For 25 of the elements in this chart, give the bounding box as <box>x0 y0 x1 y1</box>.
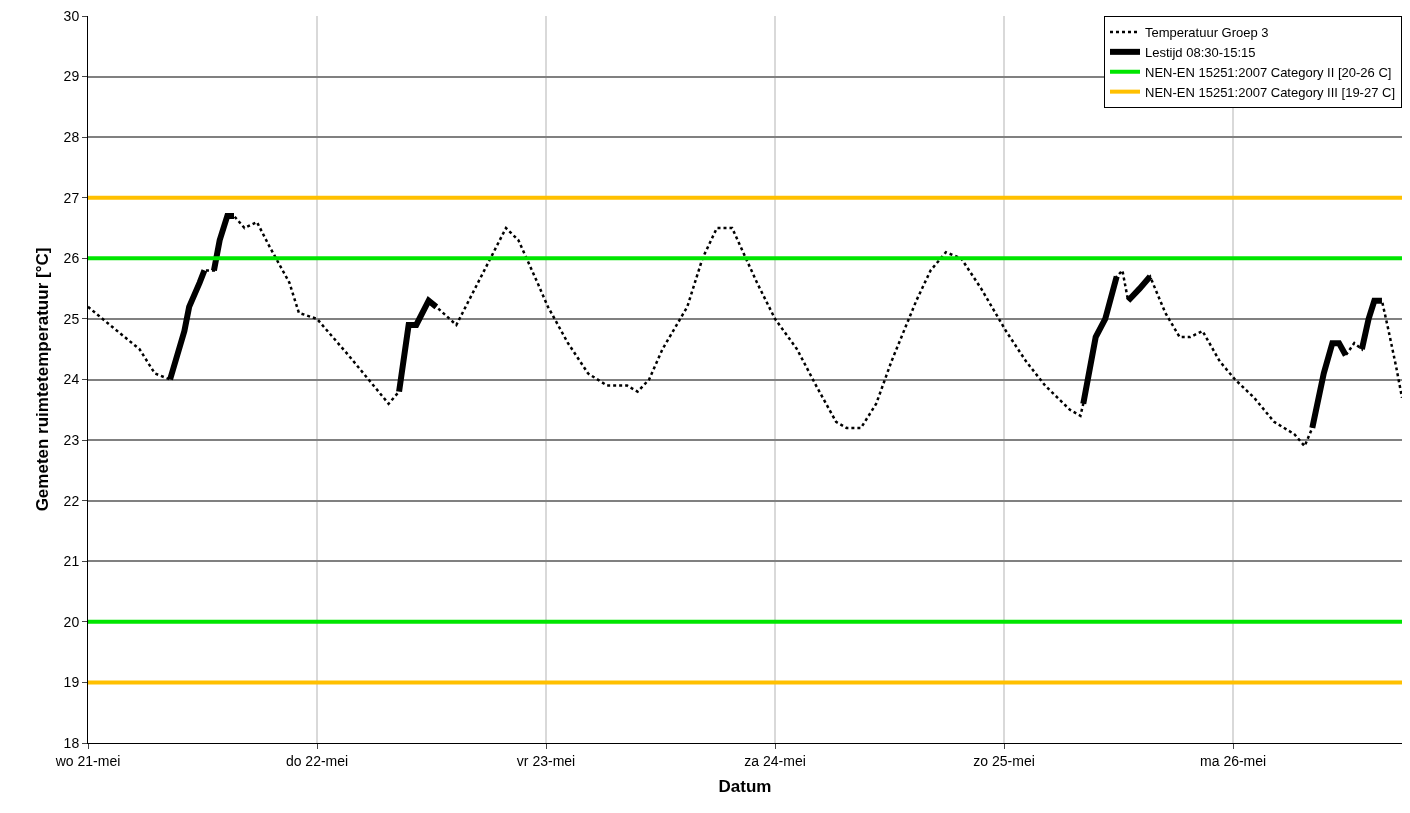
legend-label: Lestijd 08:30-15:15 <box>1145 44 1256 60</box>
y-tick-label: 30 <box>63 7 80 24</box>
y-tick-label: 24 <box>63 371 80 388</box>
y-axis-title: Gemeten ruimtetemperatuur [°C] <box>33 247 53 512</box>
y-tick-label: 19 <box>63 674 80 691</box>
legend-label: Temperatuur Groep 3 <box>1145 25 1269 41</box>
y-tick-label: 22 <box>63 492 80 509</box>
y-tick-label: 20 <box>63 613 80 630</box>
y-tick-label: 26 <box>63 250 80 267</box>
y-tick-label: 18 <box>63 734 80 751</box>
x-tick-label: za 24-mei <box>744 752 806 769</box>
x-tick-label: wo 21-mei <box>54 752 121 769</box>
x-tick-label: vr 23-mei <box>516 752 576 769</box>
y-tick-label: 29 <box>63 68 80 85</box>
x-tick-label: ma 26-mei <box>1200 752 1267 769</box>
y-tick-label: 23 <box>63 431 80 448</box>
y-tick-label: 21 <box>63 553 80 570</box>
x-tick-label: zo 25-mei <box>973 752 1035 769</box>
y-tick-label: 28 <box>63 129 80 146</box>
y-tick-label: 25 <box>63 310 80 327</box>
x-axis-title: Datum <box>718 777 772 797</box>
legend-label: NEN-EN 15251:2007 Category III [19-27 C] <box>1145 84 1396 100</box>
y-tick-label: 27 <box>63 189 80 206</box>
x-tick-label: do 22-mei <box>285 752 349 769</box>
legend-label: NEN-EN 15251:2007 Category II [20-26 C] <box>1145 64 1392 80</box>
